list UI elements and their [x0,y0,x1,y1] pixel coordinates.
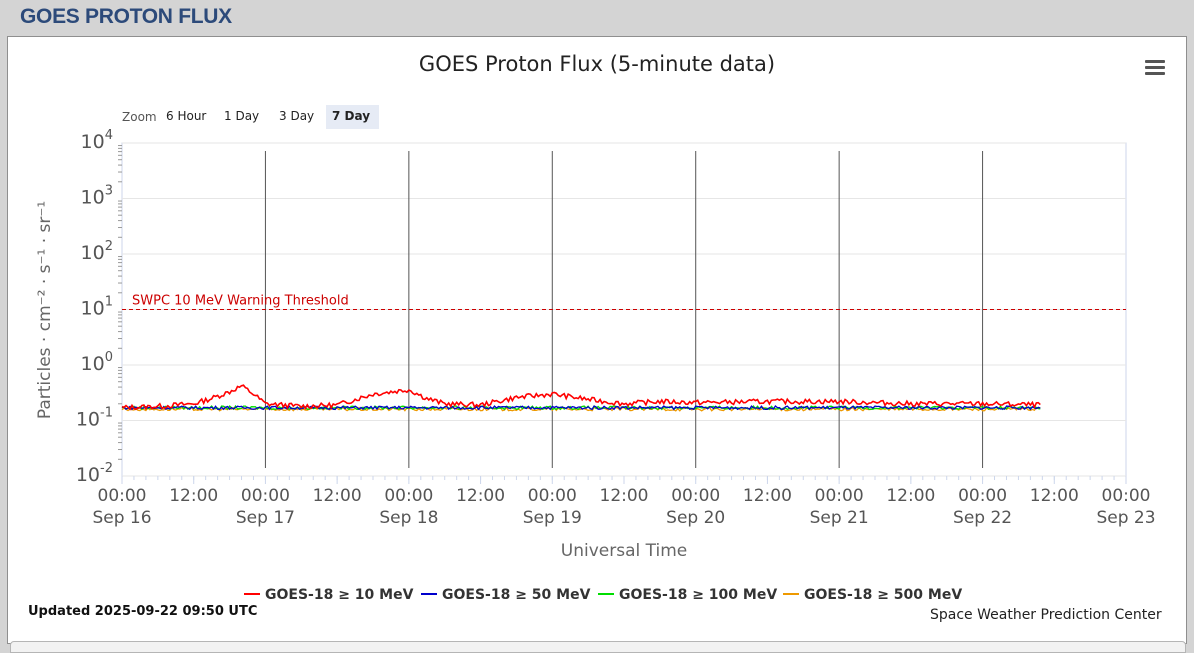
y-tick-label: 103 [81,184,113,209]
zoom-7day-button[interactable]: 7 Day [326,105,379,129]
zoom-3day-button[interactable]: 3 Day [279,109,315,123]
x-tick-label: 00:00 [671,486,720,506]
x-tick-label: 00:00 [958,486,1007,506]
x-tick-label: 00:00 [384,486,433,506]
x-tick-label: 12:00 [456,486,505,506]
x-tick-date: Sep 20 [666,508,725,528]
credit-text: Space Weather Prediction Center [930,607,1162,623]
x-tick-label: 12:00 [313,486,362,506]
y-tick-label: 102 [81,239,113,264]
y-tick-label: 10-2 [76,461,113,486]
y-tick-label: 10-1 [76,406,113,431]
threshold-label: SWPC 10 MeV Warning Threshold [132,294,349,309]
x-tick-date: Sep 19 [523,508,582,528]
x-tick-date: Sep 16 [92,508,151,528]
x-tick-date: Sep 23 [1096,508,1155,528]
zoom-1day-button[interactable]: 1 Day [224,109,260,123]
page-title: GOES PROTON FLUX [20,5,232,28]
legend-item[interactable]: GOES-18 ≥ 100 MeV [619,587,777,603]
x-tick-date: Sep 22 [953,508,1012,528]
x-tick-label: 12:00 [169,486,218,506]
chart-panel [7,36,1187,644]
x-tick-label: 00:00 [1102,486,1151,506]
x-tick-date: Sep 17 [236,508,295,528]
x-tick-label: 00:00 [241,486,290,506]
x-tick-label: 00:00 [528,486,577,506]
legend-item[interactable]: GOES-18 ≥ 50 MeV [442,587,591,603]
y-axis-label: Particles · cm⁻² · s⁻¹ · sr⁻¹ [35,201,55,419]
x-axis-label: Universal Time [561,541,687,561]
x-tick-label: 00:00 [815,486,864,506]
updated-timestamp: Updated 2025-09-22 09:50 UTC [28,604,258,619]
y-tick-label: 100 [81,350,113,375]
chart-title: GOES Proton Flux (5-minute data) [418,52,776,76]
legend-item[interactable]: GOES-18 ≥ 500 MeV [804,587,962,603]
x-tick-date: Sep 21 [810,508,869,528]
x-tick-label: 00:00 [98,486,147,506]
zoom-6hour-button[interactable]: 6 Hour [166,109,207,123]
series-line-1 [121,384,1041,411]
menu-icon[interactable] [1145,60,1165,76]
series-line-2 [121,405,1041,411]
x-tick-date: Sep 18 [379,508,438,528]
y-tick-label: 101 [81,295,113,320]
y-tick-label: 104 [81,128,113,153]
x-tick-label: 12:00 [743,486,792,506]
x-tick-label: 12:00 [886,486,935,506]
x-tick-label: 12:00 [600,486,649,506]
zoom-label: Zoom [122,110,157,124]
x-tick-label: 12:00 [1030,486,1079,506]
legend-item[interactable]: GOES-18 ≥ 10 MeV [265,587,414,603]
